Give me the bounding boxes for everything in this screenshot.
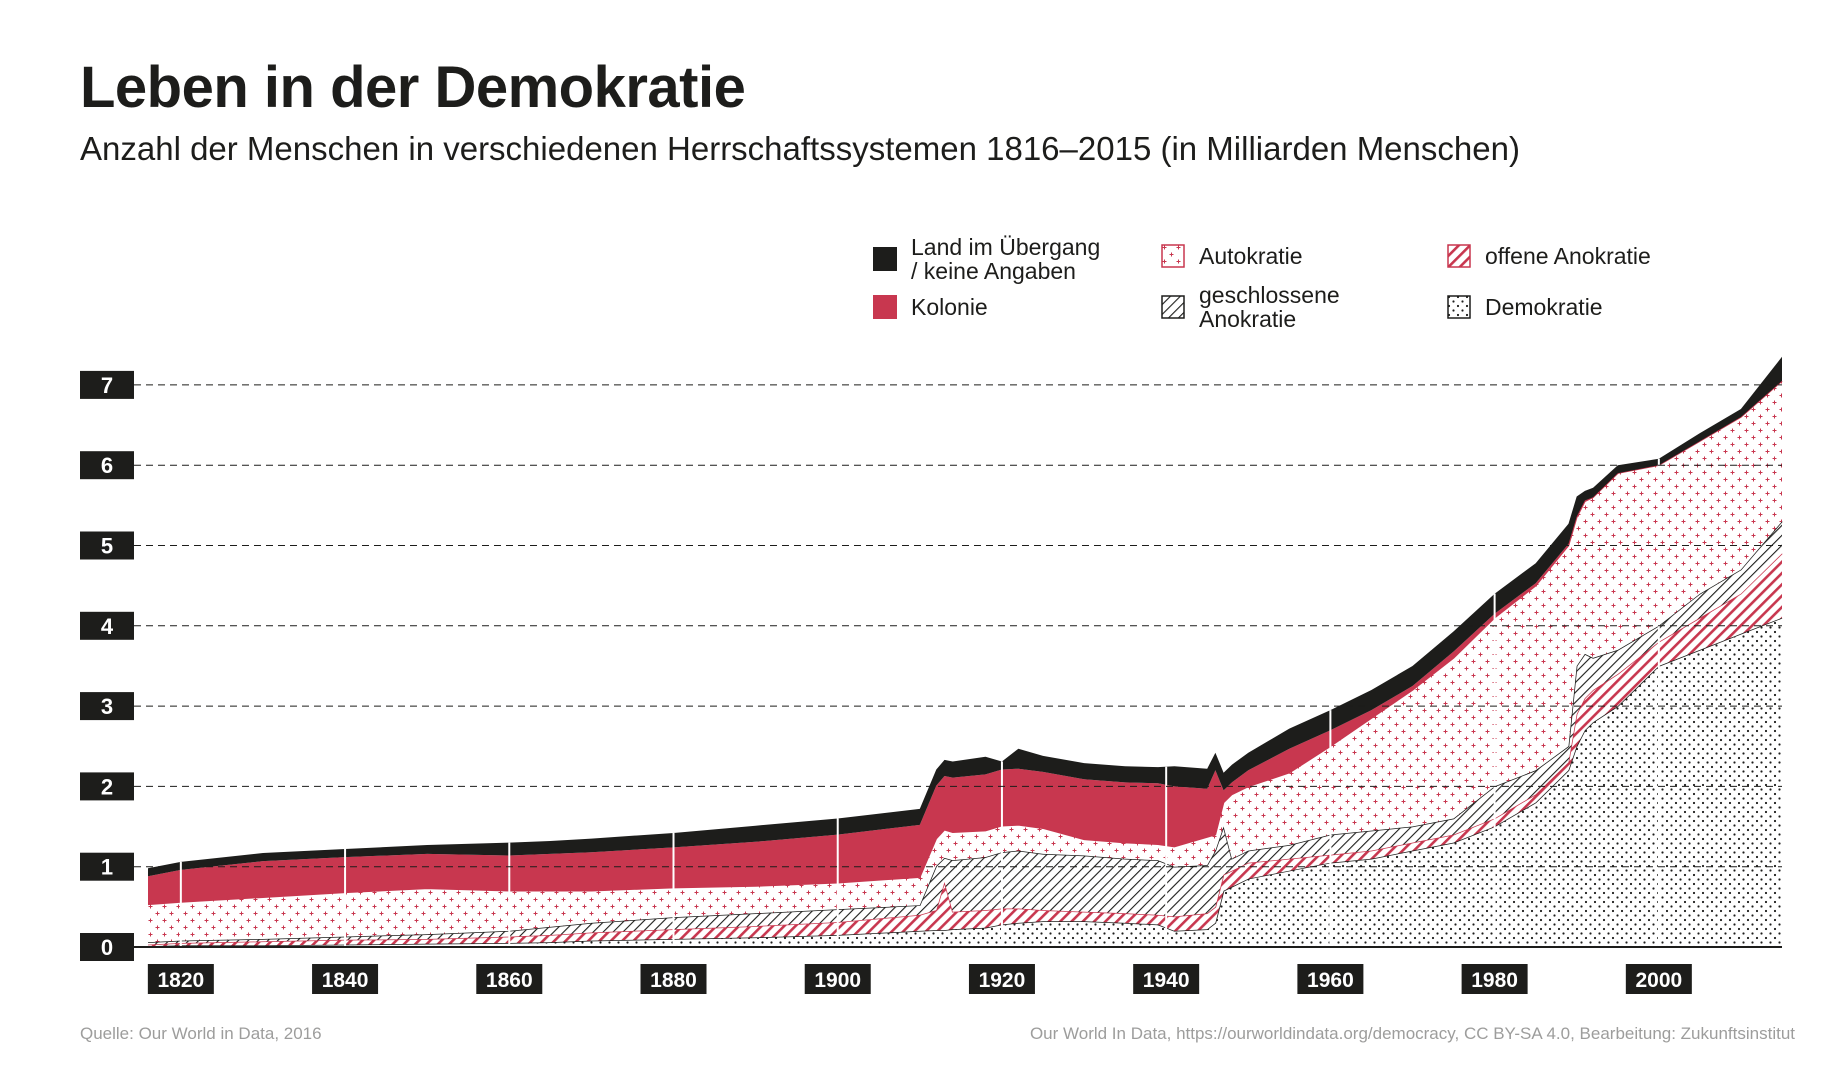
source-left: Quelle: Our World in Data, 2016 [80,1024,322,1043]
y-tick-label: 3 [101,694,113,719]
x-tick-box [804,964,871,994]
legend-swatch-autocracy [1161,244,1185,268]
area-solid-red [148,380,1782,905]
y-tick-box [80,692,134,721]
y-axis: 0 1 2 3 4 5 6 7 [80,370,134,961]
legend-swatch-open-anocracy [1447,244,1471,268]
legend-label-colony: Kolonie [911,294,988,320]
y-tick-label: 0 [101,935,113,960]
x-tick-box [312,964,379,994]
legend-item-open-anocracy: offene Anokratie [1447,244,1651,268]
area-solid-black [148,356,1782,877]
legend-label-transition: Land im Übergang / keine Angaben [911,234,1101,284]
x-tick-label: 1940 [1143,969,1190,992]
x-tick-box [968,964,1035,994]
x-tick-box [1461,964,1528,994]
legend-swatch-transition [873,247,897,271]
x-tick-box [1297,964,1364,994]
legend-swatch-colony [873,295,897,319]
y-tick-label: 6 [101,453,113,478]
y-tick-box [80,933,134,961]
x-axis: 1820 1840 1860 1880 1900 1920 1940 1960 1980 2000 [147,964,1692,994]
x-tick-label: 1980 [1471,969,1518,992]
y-tick-box [80,451,134,480]
area-dots [148,617,1782,947]
decade-lines [179,458,1660,947]
legend-label-autocracy: Autokratie [1199,243,1303,269]
legend-label-closed-anocracy: geschlossene Anokratie [1199,282,1340,332]
chart-title: Leben in der Demokratie [80,55,746,120]
legend-label-open-anocracy: offene Anokratie [1485,243,1651,269]
source-right: Our World In Data, https://ourworldindat… [1029,1024,1795,1043]
x-tick-box [1625,964,1692,994]
y-tick-box [80,611,134,640]
legend-item-transition: Land im Übergang / keine Angaben [873,235,1100,283]
legend-swatch-closed-anocracy [1161,295,1185,319]
legend-item-autocracy: Autokratie [1161,244,1303,268]
y-tick-label: 2 [101,774,113,799]
x-tick-box [1133,964,1200,994]
legend-item-colony: Kolonie [873,295,988,319]
chart-layers [147,356,1783,947]
gridlines [134,384,1782,948]
x-tick-box [640,964,707,994]
legend-swatch-democracy [1447,295,1471,319]
x-tick-label: 1880 [650,969,697,992]
y-tick-label: 5 [101,534,113,559]
x-tick-label: 1840 [322,969,369,992]
y-tick-box [80,852,134,881]
y-tick-label: 7 [101,373,113,398]
chart-subtitle: Anzahl der Menschen in verschiedenen Her… [80,130,1520,167]
y-tick-box [80,531,134,560]
x-tick-label: 2000 [1635,969,1682,992]
legend-item-closed-anocracy: geschlossene Anokratie [1161,283,1340,331]
x-tick-box [476,964,543,994]
y-tick-label: 4 [101,614,114,639]
x-tick-label: 1820 [157,969,204,992]
y-tick-box [80,370,134,399]
x-tick-label: 1920 [979,969,1026,992]
legend-item-democracy: Demokratie [1447,295,1603,319]
x-tick-box [147,964,214,994]
area-red-cross [148,380,1782,943]
area-black-hatch [148,521,1782,945]
x-tick-label: 1860 [486,969,533,992]
y-tick-label: 1 [101,855,113,880]
y-tick-box [80,772,134,801]
x-tick-label: 1900 [814,969,861,992]
x-tick-label: 1960 [1307,969,1354,992]
legend-label-democracy: Demokratie [1485,294,1603,320]
